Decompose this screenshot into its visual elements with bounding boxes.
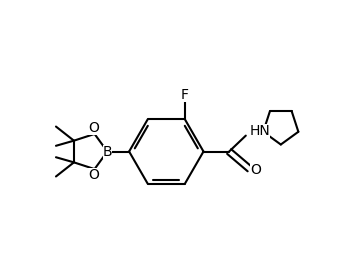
- Text: F: F: [181, 88, 189, 102]
- Text: O: O: [88, 121, 99, 135]
- Text: HN: HN: [250, 124, 270, 138]
- Text: O: O: [250, 163, 261, 177]
- Text: O: O: [88, 168, 99, 182]
- Text: B: B: [103, 145, 112, 159]
